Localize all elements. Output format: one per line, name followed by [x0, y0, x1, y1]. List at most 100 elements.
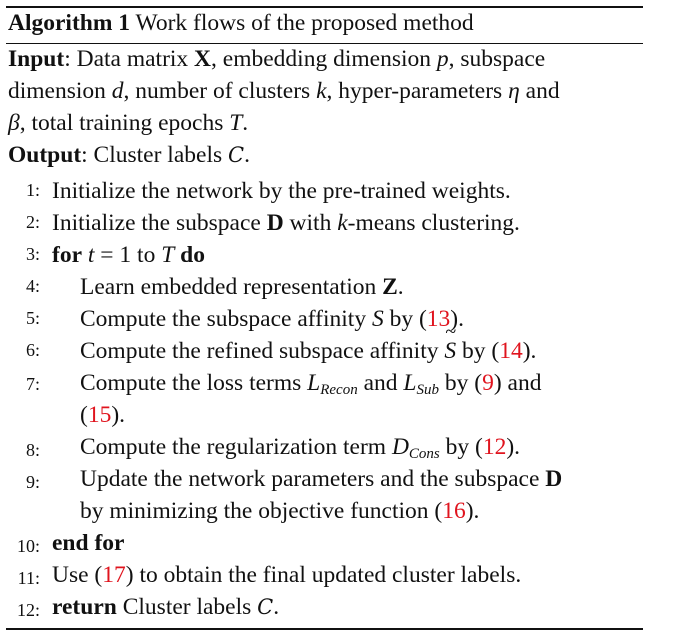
step-text: .	[273, 594, 280, 620]
step-text: Compute the regularization term	[80, 434, 392, 460]
step-math-subscript: Recon	[320, 382, 358, 398]
input-math: d	[111, 78, 124, 104]
step-9: Update the network parameters and the su…	[80, 466, 562, 493]
input-text: , total training epochs	[19, 110, 230, 136]
input-math: T	[229, 110, 243, 136]
input-text: , subspace	[448, 46, 546, 72]
line-number: 3:	[25, 244, 40, 264]
step-text: and	[357, 370, 404, 396]
output-label: Output	[8, 142, 82, 168]
step-math: D	[391, 434, 409, 460]
line-number: 7:	[25, 374, 40, 394]
input-text: .	[242, 110, 249, 136]
line-number: 4:	[25, 276, 40, 296]
line-number: 8:	[25, 440, 40, 460]
input-line-3: β, total training epochs T.	[8, 110, 248, 137]
input-text: , hyper-parameters	[326, 78, 509, 104]
input-math: β	[8, 110, 20, 136]
line-number: 2:	[25, 212, 40, 232]
bottom-rule	[6, 628, 643, 630]
step-text: by (	[456, 338, 500, 364]
step-text: Update the network parameters and the su…	[80, 466, 546, 492]
step-text: ) and	[493, 370, 542, 396]
step-math-subscript: Sub	[416, 382, 439, 398]
cluster-label-symbol: C	[228, 143, 245, 167]
step-1: Initialize the network by the pre-traine…	[52, 178, 511, 205]
line-number: 5:	[25, 308, 40, 328]
step-math: L	[403, 370, 417, 396]
step-4: Learn embedded representation Z.	[80, 274, 404, 301]
input-text: , number of clusters	[123, 78, 317, 104]
keyword-end-for: end for	[52, 530, 125, 556]
keyword-return: return	[52, 594, 117, 620]
step-7-continued: (15).	[80, 402, 125, 429]
output-line: Output: Cluster labels C.	[8, 142, 250, 169]
input-line-1: Input: Data matrix X, embedding dimensio…	[8, 46, 545, 73]
step-math: D	[545, 466, 563, 492]
step-text: ).	[111, 402, 126, 428]
step-math: S	[371, 306, 384, 332]
step-text: .	[397, 274, 404, 300]
step-text: by (	[383, 306, 427, 332]
step-5: Compute the subspace affinity S by (13).	[80, 306, 464, 333]
step-text: with	[283, 210, 338, 236]
line-number: 9:	[25, 472, 40, 492]
input-label: Input	[8, 46, 65, 72]
step-math: L	[307, 370, 321, 396]
step-6: Compute the refined subspace affinity S …	[80, 321, 537, 365]
input-line-2: dimension d, number of clusters k, hyper…	[8, 78, 560, 105]
step-text: -means clustering.	[347, 210, 520, 236]
step-text: Initialize the network by the pre-traine…	[52, 178, 511, 204]
equation-reference-link[interactable]: 17	[102, 562, 126, 588]
input-math: k	[316, 78, 327, 104]
input-text: dimension	[8, 78, 112, 104]
line-number: 12:	[16, 600, 40, 620]
line-number: 6:	[25, 340, 40, 360]
step-10: end for	[52, 530, 124, 557]
caption-label: Algorithm 1	[8, 10, 131, 36]
algorithm-caption: Algorithm 1 Work flows of the proposed m…	[8, 10, 474, 37]
top-rule	[6, 6, 643, 8]
step-text: ).	[522, 338, 537, 364]
step-text: Compute the loss terms	[80, 370, 308, 396]
step-math: t	[87, 242, 95, 268]
input-math: η	[508, 78, 520, 104]
equation-reference-link[interactable]: 14	[499, 338, 523, 364]
cluster-label-symbol: C	[257, 595, 274, 619]
step-text: Learn embedded representation	[80, 274, 383, 300]
equation-reference-link[interactable]: 16	[442, 498, 466, 524]
step-text: by minimizing the objective function (	[80, 498, 443, 524]
step-math: D	[266, 210, 284, 236]
input-text: : Data matrix	[64, 46, 195, 72]
step-math: k	[337, 210, 348, 236]
step-2: Initialize the subspace D with k-means c…	[52, 210, 520, 237]
output-text: : Cluster labels	[81, 142, 228, 168]
input-text: , embedding dimension	[211, 46, 437, 72]
step-text: (	[80, 402, 88, 428]
line-number: 1:	[25, 180, 40, 200]
caption-rule	[6, 43, 643, 45]
equation-reference-link[interactable]: 15	[87, 402, 112, 428]
keyword-for: for	[52, 242, 83, 268]
equation-reference-link[interactable]: 12	[482, 434, 507, 460]
caption-title: Work flows of the proposed method	[135, 10, 474, 36]
step-12: return Cluster labels C.	[52, 594, 279, 621]
step-text: Compute the refined subspace affinity	[80, 338, 445, 364]
line-number: 10:	[16, 536, 40, 556]
step-math: Z	[382, 274, 398, 300]
step-text: Compute the subspace affinity	[80, 306, 372, 332]
equation-reference-link[interactable]: 9	[482, 370, 494, 396]
step-math: T	[161, 242, 175, 268]
step-text: Use (	[52, 562, 103, 588]
keyword-do: do	[180, 242, 205, 268]
step-text: ).	[465, 498, 480, 524]
step-math: S	[444, 321, 456, 365]
step-text: ) to obtain the final updated cluster la…	[125, 562, 522, 588]
step-text: by (	[439, 434, 483, 460]
input-math: X	[194, 46, 212, 72]
step-7: Compute the loss terms LRecon and LSub b…	[80, 370, 542, 398]
step-text: = 1 to	[94, 242, 162, 268]
input-math: p	[436, 46, 449, 72]
step-3: for t = 1 to T do	[52, 242, 205, 269]
